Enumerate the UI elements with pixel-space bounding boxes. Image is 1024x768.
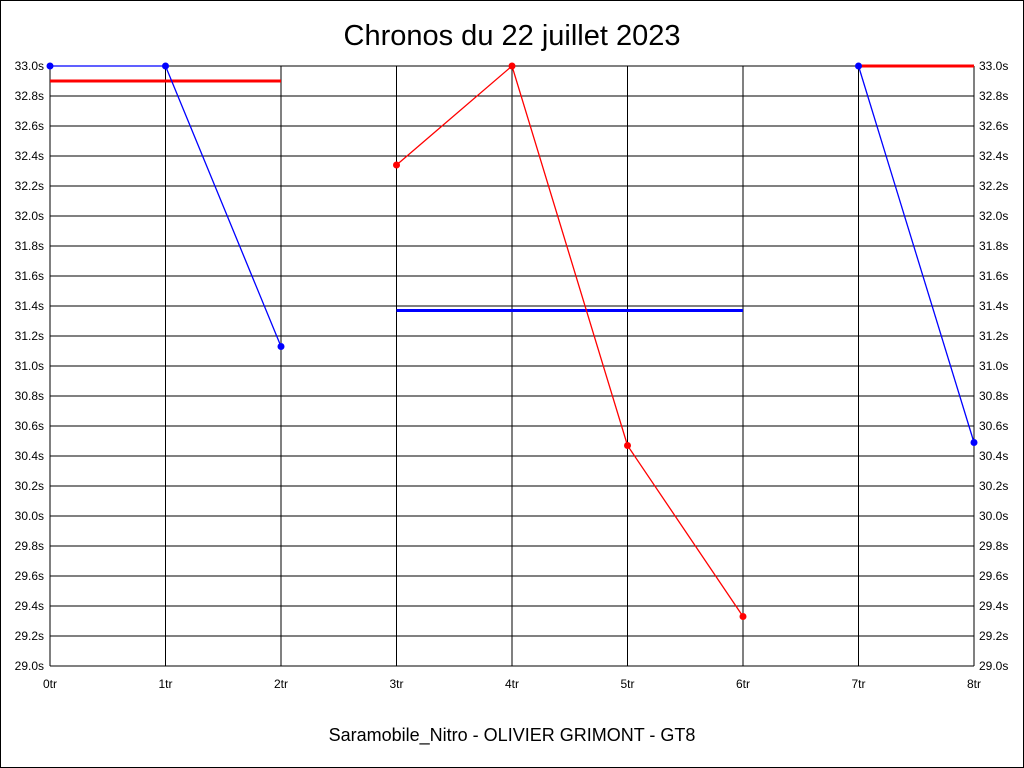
y-tick-label-left: 31.8s (15, 239, 44, 253)
y-tick-label-left: 32.6s (15, 119, 44, 133)
y-tick-label-right: 30.0s (979, 509, 1008, 523)
x-ticks: 0tr 1tr 2tr 3tr 4tr 5tr 6tr 7tr 8tr (43, 677, 981, 691)
y-ticks-right: 29.0s 29.2s 29.4s 29.6s 29.8s 30.0s 30.2s 30.4s… (979, 59, 1008, 673)
y-tick-label-right: 29.2s (979, 629, 1008, 643)
y-tick-label-right: 31.8s (979, 239, 1008, 253)
series-points (46, 62, 978, 620)
data-point (162, 62, 169, 70)
reference-lines (50, 64, 974, 312)
x-tick-label: 2tr (274, 677, 288, 691)
data-point (739, 613, 747, 620)
y-tick-label-left: 30.0s (15, 509, 44, 523)
y-ticks-left: 29.0s 29.2s 29.4s 29.6s 29.8s 30.0s 30.2s 30.4s… (15, 59, 44, 673)
y-tick-label-left: 32.2s (15, 179, 44, 193)
y-tick-label-left: 31.6s (15, 269, 44, 283)
y-tick-label-right: 32.2s (979, 179, 1008, 193)
data-point (393, 161, 400, 169)
y-tick-label-right: 31.6s (979, 269, 1008, 283)
x-tick-label: 8tr (967, 677, 981, 691)
series-line (396, 64, 744, 617)
y-tick-label-right: 31.0s (979, 359, 1008, 373)
y-tick-label-right: 29.0s (979, 659, 1008, 673)
y-tick-label-left: 31.0s (15, 359, 44, 373)
series-line (857, 65, 975, 443)
y-tick-label-right: 30.4s (979, 449, 1008, 463)
data-point (46, 62, 54, 70)
y-tick-label-left: 31.2s (15, 329, 44, 343)
x-tick-label: 3tr (389, 677, 403, 691)
y-tick-label-right: 32.8s (979, 89, 1008, 103)
y-tick-label-right: 29.6s (979, 569, 1008, 583)
y-tick-label-left: 33.0s (15, 59, 44, 73)
y-tick-label-left: 30.4s (15, 449, 44, 463)
y-tick-label-left: 30.6s (15, 419, 44, 433)
y-tick-label-left: 32.0s (15, 209, 44, 223)
data-point (277, 343, 285, 350)
y-tick-label-right: 30.2s (979, 479, 1008, 493)
y-tick-label-left: 29.6s (15, 569, 44, 583)
y-tick-label-right: 30.8s (979, 389, 1008, 403)
y-tick-label-right: 32.4s (979, 149, 1008, 163)
y-tick-label-left: 32.4s (15, 149, 44, 163)
y-tick-label-left: 30.8s (15, 389, 44, 403)
x-tick-label: 6tr (736, 677, 750, 691)
x-tick-label: 0tr (43, 677, 57, 691)
y-tick-label-right: 31.2s (979, 329, 1008, 343)
y-tick-label-left: 29.2s (15, 629, 44, 643)
grid (49, 65, 975, 667)
y-tick-label-right: 30.6s (979, 419, 1008, 433)
y-tick-label-left: 29.8s (15, 539, 44, 553)
data-point (624, 442, 631, 449)
y-tick-label-right: 32.0s (979, 209, 1008, 223)
y-tick-label-right: 29.8s (979, 539, 1008, 553)
y-tick-label-right: 29.4s (979, 599, 1008, 613)
y-tick-label-left: 30.2s (15, 479, 44, 493)
x-tick-label: 5tr (620, 677, 634, 691)
x-tick-label: 1tr (158, 677, 172, 691)
y-tick-label-left: 29.0s (15, 659, 44, 673)
x-tick-label: 4tr (505, 677, 519, 691)
x-axis-label: Saramobile_Nitro - OLIVIER GRIMONT - GT8 (329, 725, 696, 746)
y-tick-label-right: 31.4s (979, 299, 1008, 313)
y-tick-label-left: 32.8s (15, 89, 44, 103)
y-tick-label-left: 29.4s (15, 599, 44, 613)
x-tick-label: 7tr (851, 677, 865, 691)
data-point (508, 62, 516, 70)
y-tick-label-left: 31.4s (15, 299, 44, 313)
chart-title: Chronos du 22 juillet 2023 (344, 20, 681, 52)
y-tick-label-right: 32.6s (979, 119, 1008, 133)
data-point (855, 62, 862, 70)
data-point (970, 439, 978, 446)
y-tick-label-right: 33.0s (979, 59, 1008, 73)
